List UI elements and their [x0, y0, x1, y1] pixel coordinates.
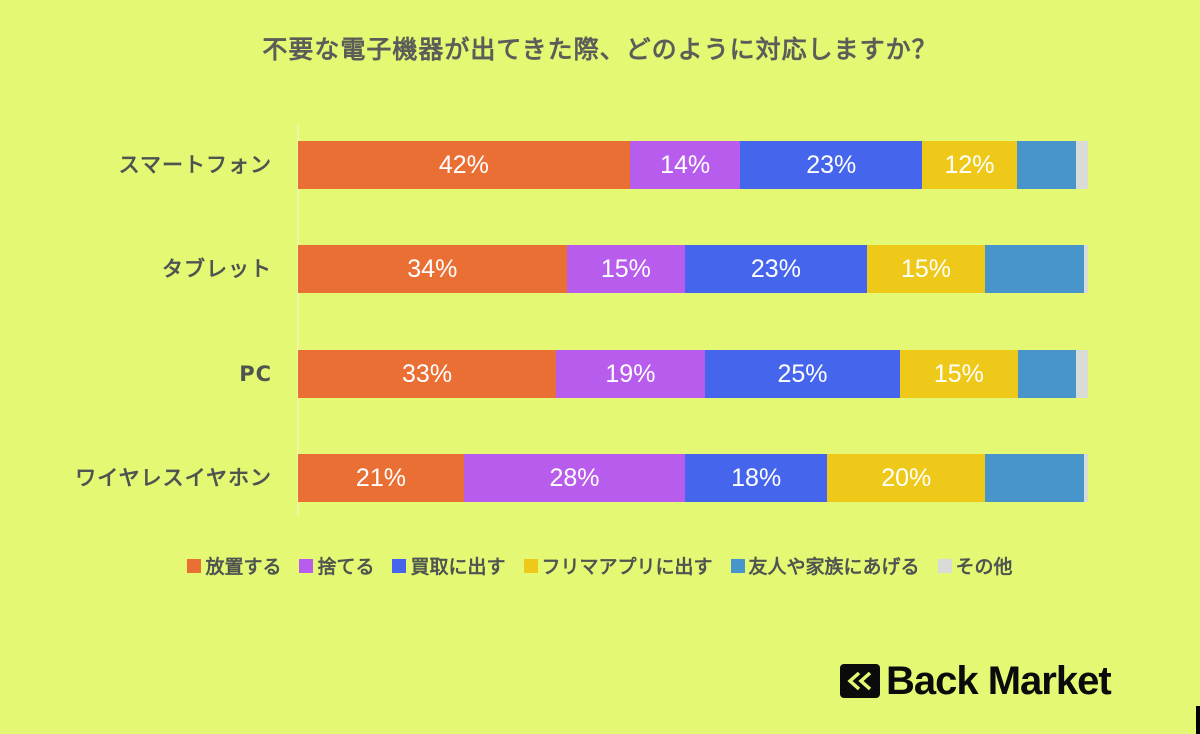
bar-segment: 15%	[900, 350, 1018, 398]
bar-segment	[1076, 141, 1088, 189]
legend-item: 放置する	[187, 552, 281, 579]
bar-segment: 33%	[298, 350, 557, 398]
back-market-logo: Back Market	[840, 659, 1112, 703]
legend-item: その他	[937, 552, 1013, 579]
bar-segment	[1084, 454, 1088, 502]
stacked-bar: 21% 28% 18% 20%	[298, 454, 1088, 502]
bar-segment: 23%	[685, 245, 867, 293]
bar-segment	[1084, 245, 1088, 293]
legend-swatch-icon	[523, 558, 538, 573]
double-chevron-left-icon	[840, 664, 880, 698]
bar-segment: 25%	[704, 350, 901, 398]
category-label: タブレット	[162, 257, 272, 281]
legend-item: 捨てる	[299, 552, 374, 579]
stacked-bar: 34% 15% 23% 15%	[298, 245, 1088, 293]
category-label: スマートフォン	[118, 153, 272, 177]
stacked-bar: 33% 19% 25% 15%	[298, 350, 1088, 398]
category-label: ワイヤレスイヤホン	[75, 466, 272, 490]
legend-swatch-icon	[299, 558, 314, 573]
bar-segment	[1076, 350, 1088, 398]
bar-segment: 28%	[463, 454, 686, 502]
bar-segment: 15%	[566, 245, 686, 293]
bar-segment: 15%	[866, 245, 986, 293]
bar-segment: 23%	[740, 141, 923, 189]
bar-segment: 19%	[556, 350, 705, 398]
bar-segment	[985, 454, 1085, 502]
bar-segment: 21%	[298, 454, 464, 502]
bar-segment: 14%	[629, 141, 741, 189]
category-label: PC	[239, 362, 272, 386]
bar-segment	[985, 245, 1085, 293]
legend-label: 放置する	[205, 556, 282, 578]
bar-segment: 34%	[298, 245, 567, 293]
bar-segment	[1016, 141, 1077, 189]
legend-swatch-icon	[392, 558, 407, 573]
bar-segment: 42%	[298, 141, 630, 189]
legend-label: 捨てる	[317, 556, 375, 578]
category-axis-line	[297, 125, 299, 515]
bar-segment: 18%	[685, 454, 828, 502]
legend-label: フリマアプリに出す	[541, 556, 713, 578]
bar-segment	[1017, 350, 1077, 398]
chart-title: 不要な電子機器が出てきた際、どのように対応しますか？	[262, 35, 938, 64]
legend-swatch-icon	[187, 558, 202, 573]
stacked-bar: 42% 14% 23% 12%	[298, 141, 1088, 189]
bar-segment: 20%	[827, 454, 986, 502]
legend-item: フリマアプリに出す	[523, 552, 713, 579]
legend-swatch-icon	[730, 558, 745, 573]
legend-item: 買取に出す	[392, 552, 506, 579]
bar-segment: 12%	[922, 141, 1017, 189]
edge-artifact	[1196, 706, 1200, 734]
chart-legend: 放置する 捨てる 買取に出す フリマアプリに出す 友人や家族にあげる その他	[0, 552, 1200, 579]
legend-label: 友人や家族にあげる	[748, 556, 920, 578]
legend-label: その他	[955, 556, 1013, 578]
legend-item: 友人や家族にあげる	[730, 552, 920, 579]
legend-label: 買取に出す	[410, 556, 506, 578]
logo-text: Back Market	[886, 659, 1112, 703]
legend-swatch-icon	[937, 558, 952, 573]
